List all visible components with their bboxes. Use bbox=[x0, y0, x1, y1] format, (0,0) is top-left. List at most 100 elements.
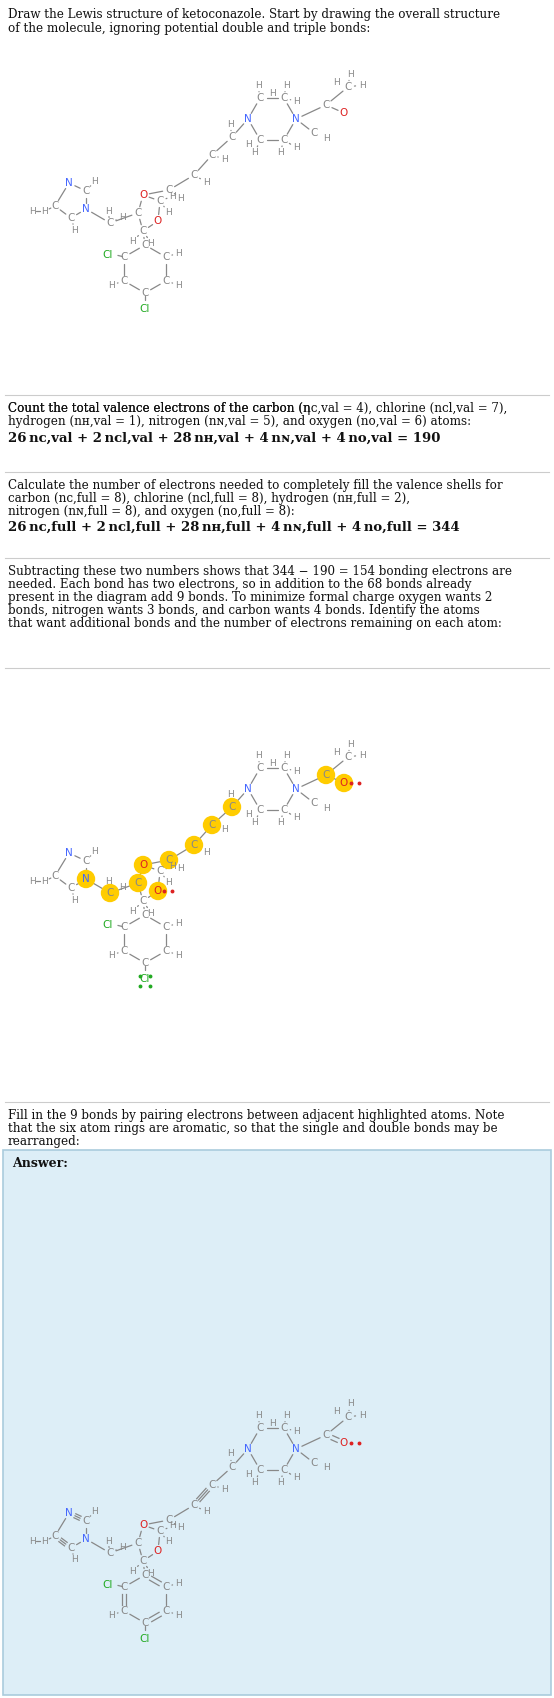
Text: H: H bbox=[276, 148, 284, 158]
Text: H: H bbox=[220, 155, 227, 163]
Circle shape bbox=[78, 871, 95, 888]
Text: Draw the Lewis structure of ketoconazole. Start by drawing the overall structure: Draw the Lewis structure of ketoconazole… bbox=[8, 8, 500, 20]
Text: C: C bbox=[322, 1430, 330, 1440]
Text: C: C bbox=[165, 856, 173, 864]
Text: N: N bbox=[244, 1443, 252, 1453]
Text: H: H bbox=[165, 207, 171, 217]
Text: H: H bbox=[176, 919, 182, 927]
Text: H: H bbox=[358, 751, 366, 759]
Text: C: C bbox=[280, 93, 288, 104]
Text: H: H bbox=[119, 212, 125, 221]
Text: H: H bbox=[71, 1555, 78, 1564]
Text: C: C bbox=[139, 897, 147, 907]
Text: H: H bbox=[283, 1411, 289, 1420]
Text: O: O bbox=[139, 859, 147, 869]
Text: C: C bbox=[257, 762, 264, 773]
Text: C: C bbox=[345, 752, 352, 762]
Text: C: C bbox=[228, 1462, 235, 1472]
Text: H: H bbox=[176, 248, 182, 258]
Text: H: H bbox=[165, 878, 171, 886]
Text: H: H bbox=[245, 810, 252, 818]
Text: C: C bbox=[68, 883, 75, 893]
Text: C: C bbox=[106, 217, 114, 228]
Text: C: C bbox=[162, 946, 170, 956]
Text: C: C bbox=[83, 1516, 90, 1527]
Text: C: C bbox=[257, 93, 264, 104]
Text: Cl: Cl bbox=[140, 1633, 150, 1644]
Text: C: C bbox=[83, 187, 90, 195]
Text: C: C bbox=[162, 922, 170, 932]
Circle shape bbox=[161, 851, 177, 868]
Text: C: C bbox=[228, 801, 235, 812]
Text: that the six atom rings are aromatic, so that the single and double bonds may be: that the six atom rings are aromatic, so… bbox=[8, 1122, 497, 1134]
Text: C: C bbox=[141, 1618, 148, 1628]
Text: C: C bbox=[68, 1543, 75, 1554]
Text: nitrogen (nɴ,full = 8), and oxygen (nᴏ,full = 8):: nitrogen (nɴ,full = 8), and oxygen (nᴏ,f… bbox=[8, 504, 295, 518]
Text: H: H bbox=[170, 861, 176, 871]
Text: Cl: Cl bbox=[102, 920, 112, 931]
Text: H: H bbox=[332, 747, 340, 757]
Text: H: H bbox=[176, 280, 182, 289]
Text: C: C bbox=[52, 1532, 59, 1542]
Text: H: H bbox=[220, 825, 227, 834]
Text: Answer:: Answer: bbox=[12, 1156, 68, 1170]
Text: H: H bbox=[283, 82, 289, 90]
Text: N: N bbox=[65, 847, 73, 857]
Text: H: H bbox=[276, 1479, 284, 1487]
Text: H: H bbox=[227, 119, 233, 129]
Text: C: C bbox=[191, 841, 198, 851]
Text: C: C bbox=[162, 1583, 170, 1593]
Text: H: H bbox=[165, 1537, 171, 1547]
Text: C: C bbox=[121, 1583, 128, 1593]
Text: H: H bbox=[71, 226, 78, 234]
Text: H: H bbox=[108, 951, 115, 959]
Text: H: H bbox=[147, 1569, 155, 1577]
Text: Fill in the 9 bonds by pairing electrons between adjacent highlighted atoms. Not: Fill in the 9 bonds by pairing electrons… bbox=[8, 1109, 505, 1122]
Text: H: H bbox=[322, 803, 330, 813]
Text: Cl: Cl bbox=[140, 304, 150, 314]
Text: needed. Each bond has two electrons, so in addition to the 68 bonds already: needed. Each bond has two electrons, so … bbox=[8, 577, 471, 591]
Text: H: H bbox=[108, 280, 115, 289]
Circle shape bbox=[317, 766, 335, 783]
Text: C: C bbox=[165, 1515, 173, 1525]
Text: H: H bbox=[332, 1408, 340, 1416]
Text: H: H bbox=[170, 192, 176, 200]
Text: C: C bbox=[121, 922, 128, 932]
Text: H: H bbox=[220, 1484, 227, 1494]
Text: C: C bbox=[310, 127, 317, 138]
Text: C: C bbox=[141, 1571, 148, 1581]
Text: hydrogen (nʜ,val = 1), nitrogen (nɴ,val = 5), and oxygen (nᴏ,val = 6) atoms:: hydrogen (nʜ,val = 1), nitrogen (nɴ,val … bbox=[8, 414, 471, 428]
Text: H: H bbox=[332, 78, 340, 87]
Text: C: C bbox=[208, 149, 216, 160]
Text: C: C bbox=[52, 871, 59, 881]
Text: N: N bbox=[244, 784, 252, 795]
Text: H: H bbox=[293, 813, 299, 822]
Text: H: H bbox=[42, 207, 48, 216]
Text: H: H bbox=[358, 80, 366, 90]
Text: H: H bbox=[252, 1479, 258, 1487]
Circle shape bbox=[336, 774, 352, 791]
Text: H: H bbox=[29, 1537, 37, 1545]
Text: C: C bbox=[280, 1465, 288, 1476]
Text: C: C bbox=[68, 212, 75, 222]
Text: H: H bbox=[130, 907, 136, 915]
Circle shape bbox=[186, 837, 203, 854]
Text: H: H bbox=[203, 178, 209, 187]
Text: N: N bbox=[82, 204, 90, 214]
Text: C: C bbox=[322, 100, 330, 110]
Text: Count the total valence electrons of the carbon (nᴄ,val = 4), chlorine (nᴄl,val : Count the total valence electrons of the… bbox=[8, 402, 507, 414]
Text: C: C bbox=[228, 132, 235, 143]
Text: present in the diagram add 9 bonds. To minimize formal charge oxygen wants 2: present in the diagram add 9 bonds. To m… bbox=[8, 591, 493, 604]
Text: C: C bbox=[280, 1423, 288, 1433]
Text: C: C bbox=[208, 1481, 216, 1491]
Text: C: C bbox=[280, 134, 288, 144]
Text: C: C bbox=[162, 1606, 170, 1616]
Text: Cl: Cl bbox=[102, 1581, 112, 1589]
Text: Calculate the number of electrons needed to completely fill the valence shells f: Calculate the number of electrons needed… bbox=[8, 479, 502, 492]
Text: H: H bbox=[293, 1474, 299, 1482]
Circle shape bbox=[130, 874, 146, 891]
Text: H: H bbox=[130, 236, 136, 246]
Text: H: H bbox=[170, 1521, 176, 1530]
Text: H: H bbox=[293, 143, 299, 153]
Text: rearranged:: rearranged: bbox=[8, 1134, 81, 1148]
